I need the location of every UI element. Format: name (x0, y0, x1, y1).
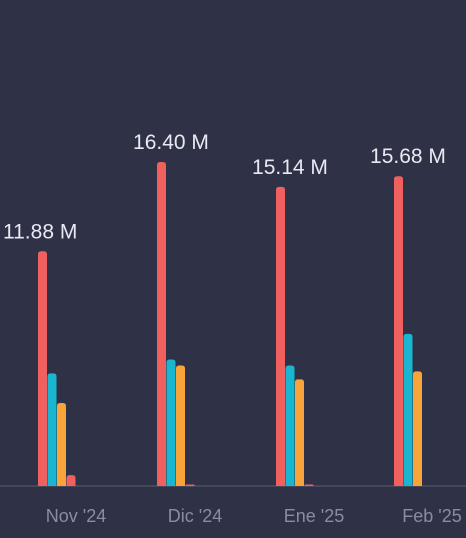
total-value-label: 15.68 M (370, 145, 446, 168)
bar-nov-24-series-3[interactable] (57, 403, 66, 486)
x-tick-label: Nov '24 (46, 506, 106, 526)
x-tick-label: Feb '25 (402, 506, 461, 526)
bars-layer (38, 162, 422, 486)
bar-feb-25-series-3[interactable] (413, 371, 422, 486)
total-value-label: 16.40 M (133, 131, 209, 154)
bar-dic-24-series-1[interactable] (157, 162, 166, 486)
bar-ene-25-series-4[interactable] (304, 484, 314, 487)
x-tick-labels-layer: Nov '24 Dic '24 Ene '25 Feb '25 (46, 506, 462, 526)
bar-dic-24-series-2[interactable] (166, 359, 176, 486)
total-value-label: 15.14 M (252, 156, 328, 179)
bar-feb-25-series-1[interactable] (394, 176, 403, 486)
x-tick-label: Ene '25 (284, 506, 345, 526)
bar-feb-25-series-2[interactable] (403, 333, 413, 486)
bar-nov-24-series-1[interactable] (38, 251, 47, 486)
bar-dic-24-series-4[interactable] (185, 484, 195, 487)
bar-nov-24-series-2[interactable] (47, 373, 57, 486)
x-tick-label: Dic '24 (168, 506, 222, 526)
bar-ene-25-series-2[interactable] (285, 365, 295, 486)
bar-dic-24-series-3[interactable] (176, 365, 185, 486)
bar-nov-24-series-4[interactable] (66, 475, 76, 486)
total-value-label: 11.88 M (3, 220, 77, 243)
bar-ene-25-series-1[interactable] (276, 186, 285, 486)
total-labels-layer: 11.88 M 16.40 M 15.14 M 15.68 M (3, 131, 446, 243)
bar-ene-25-series-3[interactable] (295, 379, 304, 486)
